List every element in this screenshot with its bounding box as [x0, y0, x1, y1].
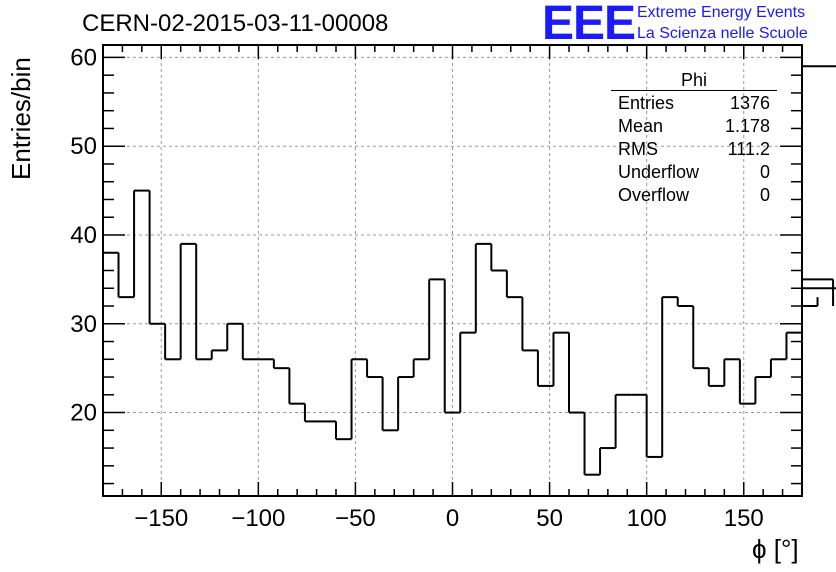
y-axis-label: Entries/bin: [6, 57, 36, 180]
x-tick-label: −100: [231, 505, 285, 532]
axis-ticks: [103, 45, 802, 496]
stats-divider: [611, 90, 777, 91]
x-axis-label: ϕ [°]: [752, 534, 799, 564]
y-tick-label: 30: [70, 311, 97, 338]
stats-label: Overflow: [618, 185, 690, 205]
stats-title: Phi: [680, 70, 707, 90]
tick-labels: −150 −100 −50 0 50 100 150 20 30 40 50 60: [70, 44, 763, 532]
y-tick-label: 50: [70, 133, 97, 160]
x-tick-label: 100: [627, 505, 667, 532]
stats-value: 0: [759, 185, 770, 205]
stats-row-overflow: Overflow 0: [611, 184, 777, 207]
eee-logo: EEE: [542, 0, 636, 50]
stats-row-underflow: Underflow 0: [611, 161, 777, 184]
x-tick-label: −150: [134, 505, 188, 532]
stats-label: Underflow: [618, 162, 700, 182]
stats-label: Mean: [618, 116, 664, 136]
stats-value: 1.178: [724, 116, 770, 136]
y-tick-label: 60: [70, 44, 97, 71]
stats-label: RMS: [618, 139, 658, 159]
stats-row-mean: Mean 1.178: [611, 115, 777, 138]
x-tick-label: 0: [446, 505, 459, 532]
chart-title: CERN-02-2015-03-11-00008: [82, 10, 389, 37]
stats-value: 1376: [729, 93, 770, 113]
stats-label: Entries: [618, 93, 675, 113]
x-tick-label: −50: [335, 505, 376, 532]
plot-frame: [102, 44, 803, 497]
x-tick-label: 50: [536, 505, 563, 532]
stats-row-rms: RMS 111.2: [611, 138, 777, 161]
stats-value: 0: [759, 162, 770, 182]
logo-line-2: La Scienza nelle Scuole: [637, 25, 808, 42]
stats-box: Phi Entries 1376 Mean 1.178 RMS 111.2 Un…: [611, 70, 777, 207]
stats-value: 111.2: [727, 139, 770, 159]
y-tick-label: 40: [70, 222, 97, 249]
y-tick-label: 20: [70, 400, 97, 427]
stats-row-entries: Entries 1376: [611, 92, 777, 115]
x-tick-label: 150: [724, 505, 764, 532]
logo-line-1: Extreme Energy Events: [637, 4, 806, 21]
